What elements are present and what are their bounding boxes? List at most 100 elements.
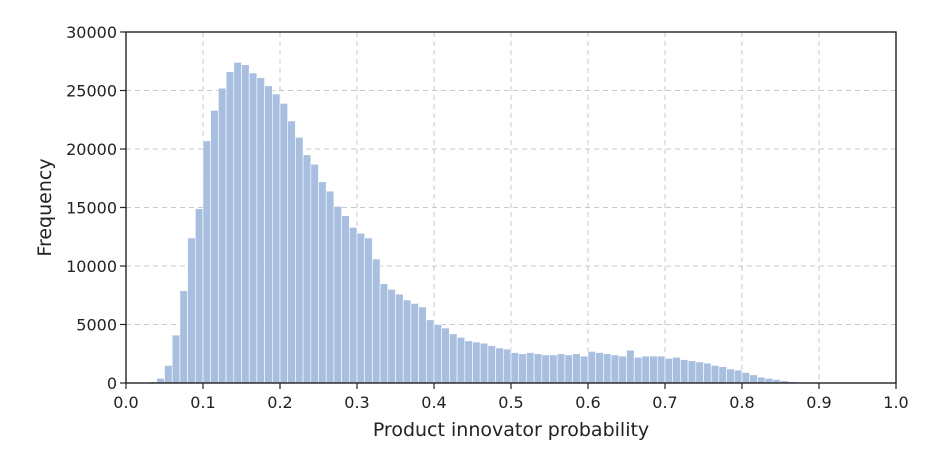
histogram-bar bbox=[695, 361, 704, 384]
histogram-bar bbox=[618, 355, 627, 384]
y-tick-label: 15000 bbox=[66, 199, 117, 218]
x-tick-label: 0.6 bbox=[575, 393, 600, 412]
histogram-bar bbox=[733, 369, 743, 384]
histogram-bar bbox=[241, 64, 250, 384]
histogram-bar bbox=[526, 352, 535, 384]
histogram-bar bbox=[749, 374, 758, 384]
histogram-bar bbox=[164, 365, 173, 384]
histogram-bar bbox=[187, 237, 196, 384]
histogram-bar bbox=[510, 352, 519, 384]
histogram-bar bbox=[441, 327, 450, 384]
y-tick-label: 10000 bbox=[66, 257, 117, 276]
axis-ticks: 0.0 0.1 0.2 0.3 0.4 0.5 0.6 0.7 0.8 0.9 1.0 0 5000 10… bbox=[66, 23, 909, 412]
histogram-bars bbox=[148, 62, 820, 384]
histogram-bar bbox=[672, 356, 681, 384]
histogram-bar bbox=[225, 71, 235, 384]
histogram-bar bbox=[487, 345, 496, 384]
histogram-bar bbox=[610, 354, 620, 384]
histogram-bar bbox=[271, 93, 281, 384]
y-tick-label: 0 bbox=[107, 374, 117, 393]
histogram-bar bbox=[564, 354, 573, 384]
histogram-bar bbox=[587, 351, 596, 384]
histogram-bar bbox=[202, 140, 211, 384]
histogram-bar bbox=[626, 349, 635, 384]
histogram-bar bbox=[248, 72, 258, 384]
histogram-bar bbox=[472, 341, 481, 384]
histogram-bar bbox=[556, 353, 566, 384]
y-tick-label: 5000 bbox=[76, 316, 117, 335]
histogram-bar bbox=[364, 237, 373, 384]
x-tick-label: 1.0 bbox=[883, 393, 908, 412]
histogram-bar bbox=[549, 354, 558, 384]
histogram-bar bbox=[348, 227, 358, 384]
histogram-bar bbox=[372, 258, 381, 384]
y-tick-label: 25000 bbox=[66, 82, 117, 101]
histogram-bar bbox=[256, 77, 265, 384]
y-tick-label: 30000 bbox=[66, 23, 117, 42]
histogram-bar bbox=[687, 360, 697, 384]
x-tick-label: 0.5 bbox=[498, 393, 523, 412]
histogram-bar bbox=[718, 366, 727, 384]
histogram-bar bbox=[156, 378, 165, 384]
histogram-bar bbox=[464, 340, 473, 384]
histogram-bar bbox=[741, 372, 750, 384]
histogram-bar bbox=[710, 365, 720, 384]
histogram-bar bbox=[402, 299, 412, 384]
histogram-bar bbox=[195, 208, 204, 384]
histogram-bar bbox=[418, 306, 427, 384]
histogram-bar bbox=[233, 62, 242, 384]
histogram-bar bbox=[664, 358, 673, 384]
histogram-bar bbox=[295, 137, 304, 384]
x-tick-label: 0.1 bbox=[190, 393, 215, 412]
x-tick-label: 0.3 bbox=[344, 393, 369, 412]
histogram-bar bbox=[456, 337, 466, 384]
histogram-bar bbox=[287, 120, 296, 384]
y-tick-label: 20000 bbox=[66, 140, 117, 159]
histogram-bar bbox=[210, 110, 219, 384]
histogram-bar bbox=[425, 319, 435, 384]
histogram-bar bbox=[764, 378, 774, 384]
x-axis-label: Product innovator probability bbox=[373, 419, 649, 441]
histogram-bar bbox=[595, 352, 604, 384]
histogram-bar bbox=[341, 215, 350, 384]
histogram-bar bbox=[579, 355, 589, 384]
histogram-bar bbox=[603, 353, 612, 384]
histogram-bar bbox=[541, 354, 550, 384]
histogram-bar bbox=[395, 293, 404, 384]
x-tick-label: 0.8 bbox=[729, 393, 754, 412]
histogram-bar bbox=[495, 347, 504, 384]
x-tick-label: 0.2 bbox=[267, 393, 292, 412]
histogram-bar bbox=[633, 356, 643, 384]
histogram-bar bbox=[279, 103, 288, 384]
histogram-bar bbox=[325, 190, 335, 384]
histogram-bar bbox=[302, 154, 312, 384]
histogram-bar bbox=[726, 368, 735, 384]
histogram-bar bbox=[318, 181, 327, 384]
histogram-bar bbox=[379, 283, 389, 384]
x-tick-label: 0.4 bbox=[421, 393, 446, 412]
histogram-bar bbox=[410, 303, 419, 384]
x-tick-label: 0.7 bbox=[652, 393, 677, 412]
histogram-bar bbox=[433, 324, 442, 384]
histogram-bar bbox=[356, 232, 365, 384]
histogram-bar bbox=[333, 206, 342, 384]
histogram-bar bbox=[533, 353, 543, 384]
histogram-bar bbox=[171, 334, 181, 384]
histogram-bar bbox=[502, 348, 512, 384]
histogram-bar bbox=[757, 376, 766, 384]
histogram-bar bbox=[518, 353, 527, 384]
y-axis-label: Frequency bbox=[34, 158, 56, 256]
histogram-bar bbox=[218, 87, 227, 384]
histogram-bar bbox=[449, 333, 458, 384]
histogram-bar bbox=[264, 85, 273, 384]
histogram-bar bbox=[649, 355, 658, 384]
histogram-bar bbox=[572, 353, 581, 384]
histogram-bar bbox=[479, 342, 489, 384]
x-tick-label: 0.0 bbox=[113, 393, 138, 412]
histogram-bar bbox=[387, 289, 396, 384]
histogram-bar bbox=[310, 163, 319, 384]
histogram-bar bbox=[641, 355, 650, 384]
histogram-bar bbox=[179, 290, 188, 384]
x-tick-label: 0.9 bbox=[806, 393, 831, 412]
